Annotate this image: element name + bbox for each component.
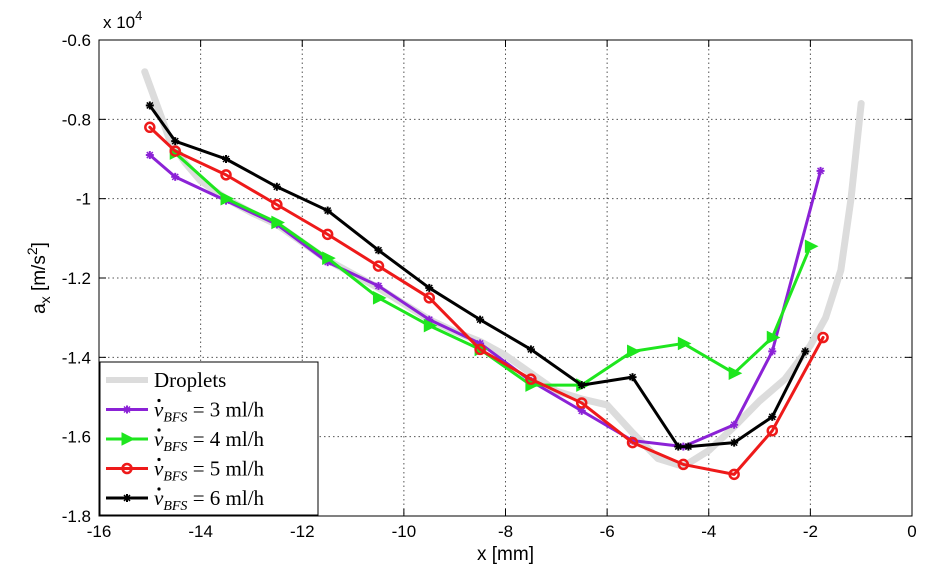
- data-point: [627, 344, 641, 359]
- x-tick-label: -4: [701, 522, 716, 541]
- data-point: [374, 246, 383, 255]
- y-tick-label: -1.6: [62, 428, 91, 447]
- x-tick-label: -16: [87, 522, 112, 541]
- legend-label: vBFS = 6 ml/h: [154, 486, 265, 514]
- data-point: [145, 151, 154, 160]
- data-point: [271, 215, 285, 230]
- series-4: [145, 101, 810, 451]
- data-point: [768, 347, 777, 356]
- data-point: [728, 468, 740, 481]
- legend-marker: [121, 432, 136, 446]
- legend-entry: vBFS = 3 ml/h: [106, 398, 265, 426]
- data-point: [144, 121, 156, 134]
- data-point: [626, 436, 639, 449]
- data-point: [222, 155, 231, 163]
- legend-label: vBFS = 3 ml/h: [154, 398, 265, 426]
- x-tick-label: -6: [600, 522, 615, 541]
- data-point: [425, 283, 434, 292]
- data-point: [575, 397, 588, 409]
- x-tick-label: -12: [290, 522, 315, 541]
- x-tick-label: -10: [392, 522, 417, 541]
- y-axis-label: ax [m/s2]: [24, 242, 53, 314]
- legend-entry: Droplets: [106, 368, 226, 392]
- data-point: [526, 345, 535, 354]
- y-tick-label: -1.2: [62, 269, 91, 288]
- data-point: [145, 101, 154, 110]
- data-point: [323, 206, 332, 215]
- legend-dot-accent: [157, 428, 161, 432]
- legend-entry: vBFS = 5 ml/h: [106, 457, 265, 485]
- data-point: [628, 373, 637, 382]
- data-point: [372, 291, 387, 305]
- y-tick-label: -1: [76, 190, 91, 209]
- data-point: [220, 169, 232, 181]
- data-point: [768, 412, 777, 421]
- y-scale-exponent: 4: [135, 8, 142, 23]
- data-point: [322, 251, 336, 265]
- x-tick-label: -2: [803, 522, 818, 541]
- legend-label: vBFS = 4 ml/h: [154, 427, 265, 455]
- data-point: [474, 343, 486, 356]
- data-point: [677, 458, 690, 471]
- x-tick-label: -8: [498, 522, 513, 541]
- data-point: [766, 424, 779, 437]
- data-point: [525, 373, 537, 385]
- data-point: [171, 172, 180, 181]
- data-point: [677, 336, 692, 351]
- y-tick-label: -1.4: [62, 348, 91, 367]
- legend-entry: vBFS = 4 ml/h: [106, 427, 265, 455]
- data-point: [271, 198, 283, 211]
- data-point: [374, 281, 383, 290]
- data-point: [766, 330, 781, 345]
- x-axis-label: x [mm]: [477, 544, 534, 565]
- x-tick-label: 0: [907, 522, 916, 541]
- legend-marker: [121, 462, 133, 475]
- data-point: [171, 137, 180, 146]
- legend-marker: [123, 494, 131, 502]
- data-point: [423, 292, 436, 304]
- series-layer: [141, 68, 865, 481]
- data-point: [372, 260, 385, 272]
- y-tick-label: -0.6: [62, 31, 91, 50]
- data-point: [272, 182, 281, 191]
- data-point: [684, 442, 693, 451]
- series-3: [144, 121, 829, 481]
- series-line: [148, 125, 825, 476]
- x-tick-label: -14: [188, 522, 213, 541]
- y-scale-factor: x 104: [103, 8, 142, 32]
- data-point: [321, 228, 334, 241]
- legend-dot-accent: [157, 457, 161, 462]
- legend-label: Droplets: [154, 368, 226, 392]
- y-tick-label: -0.8: [62, 110, 91, 129]
- series-line: [148, 103, 807, 449]
- data-point: [730, 438, 739, 447]
- legend-dot-accent: [157, 398, 161, 403]
- data-point: [423, 318, 438, 333]
- legend-dot-accent: [157, 487, 161, 491]
- data-point: [577, 381, 586, 390]
- data-point: [816, 166, 825, 175]
- y-tick-label: -1.8: [62, 507, 91, 526]
- legend-label: vBFS = 5 ml/h: [154, 457, 265, 485]
- legend-entry: vBFS = 6 ml/h: [106, 486, 265, 514]
- tick-labels: -16 -14 -12 -10 -8 -6 -4 -2 0 -1.8 -1.6 -1.4 -1.2 -1 -…: [62, 31, 917, 541]
- data-point: [801, 347, 810, 356]
- data-point: [674, 442, 683, 451]
- data-point: [220, 191, 235, 206]
- data-point: [817, 331, 829, 344]
- series-2: [169, 146, 819, 392]
- series-line: [173, 151, 812, 387]
- data-point: [804, 239, 819, 254]
- data-point: [476, 315, 485, 324]
- data-point: [730, 420, 739, 429]
- data-point: [728, 366, 743, 381]
- data-point: [169, 145, 181, 157]
- legend-marker: [123, 405, 131, 414]
